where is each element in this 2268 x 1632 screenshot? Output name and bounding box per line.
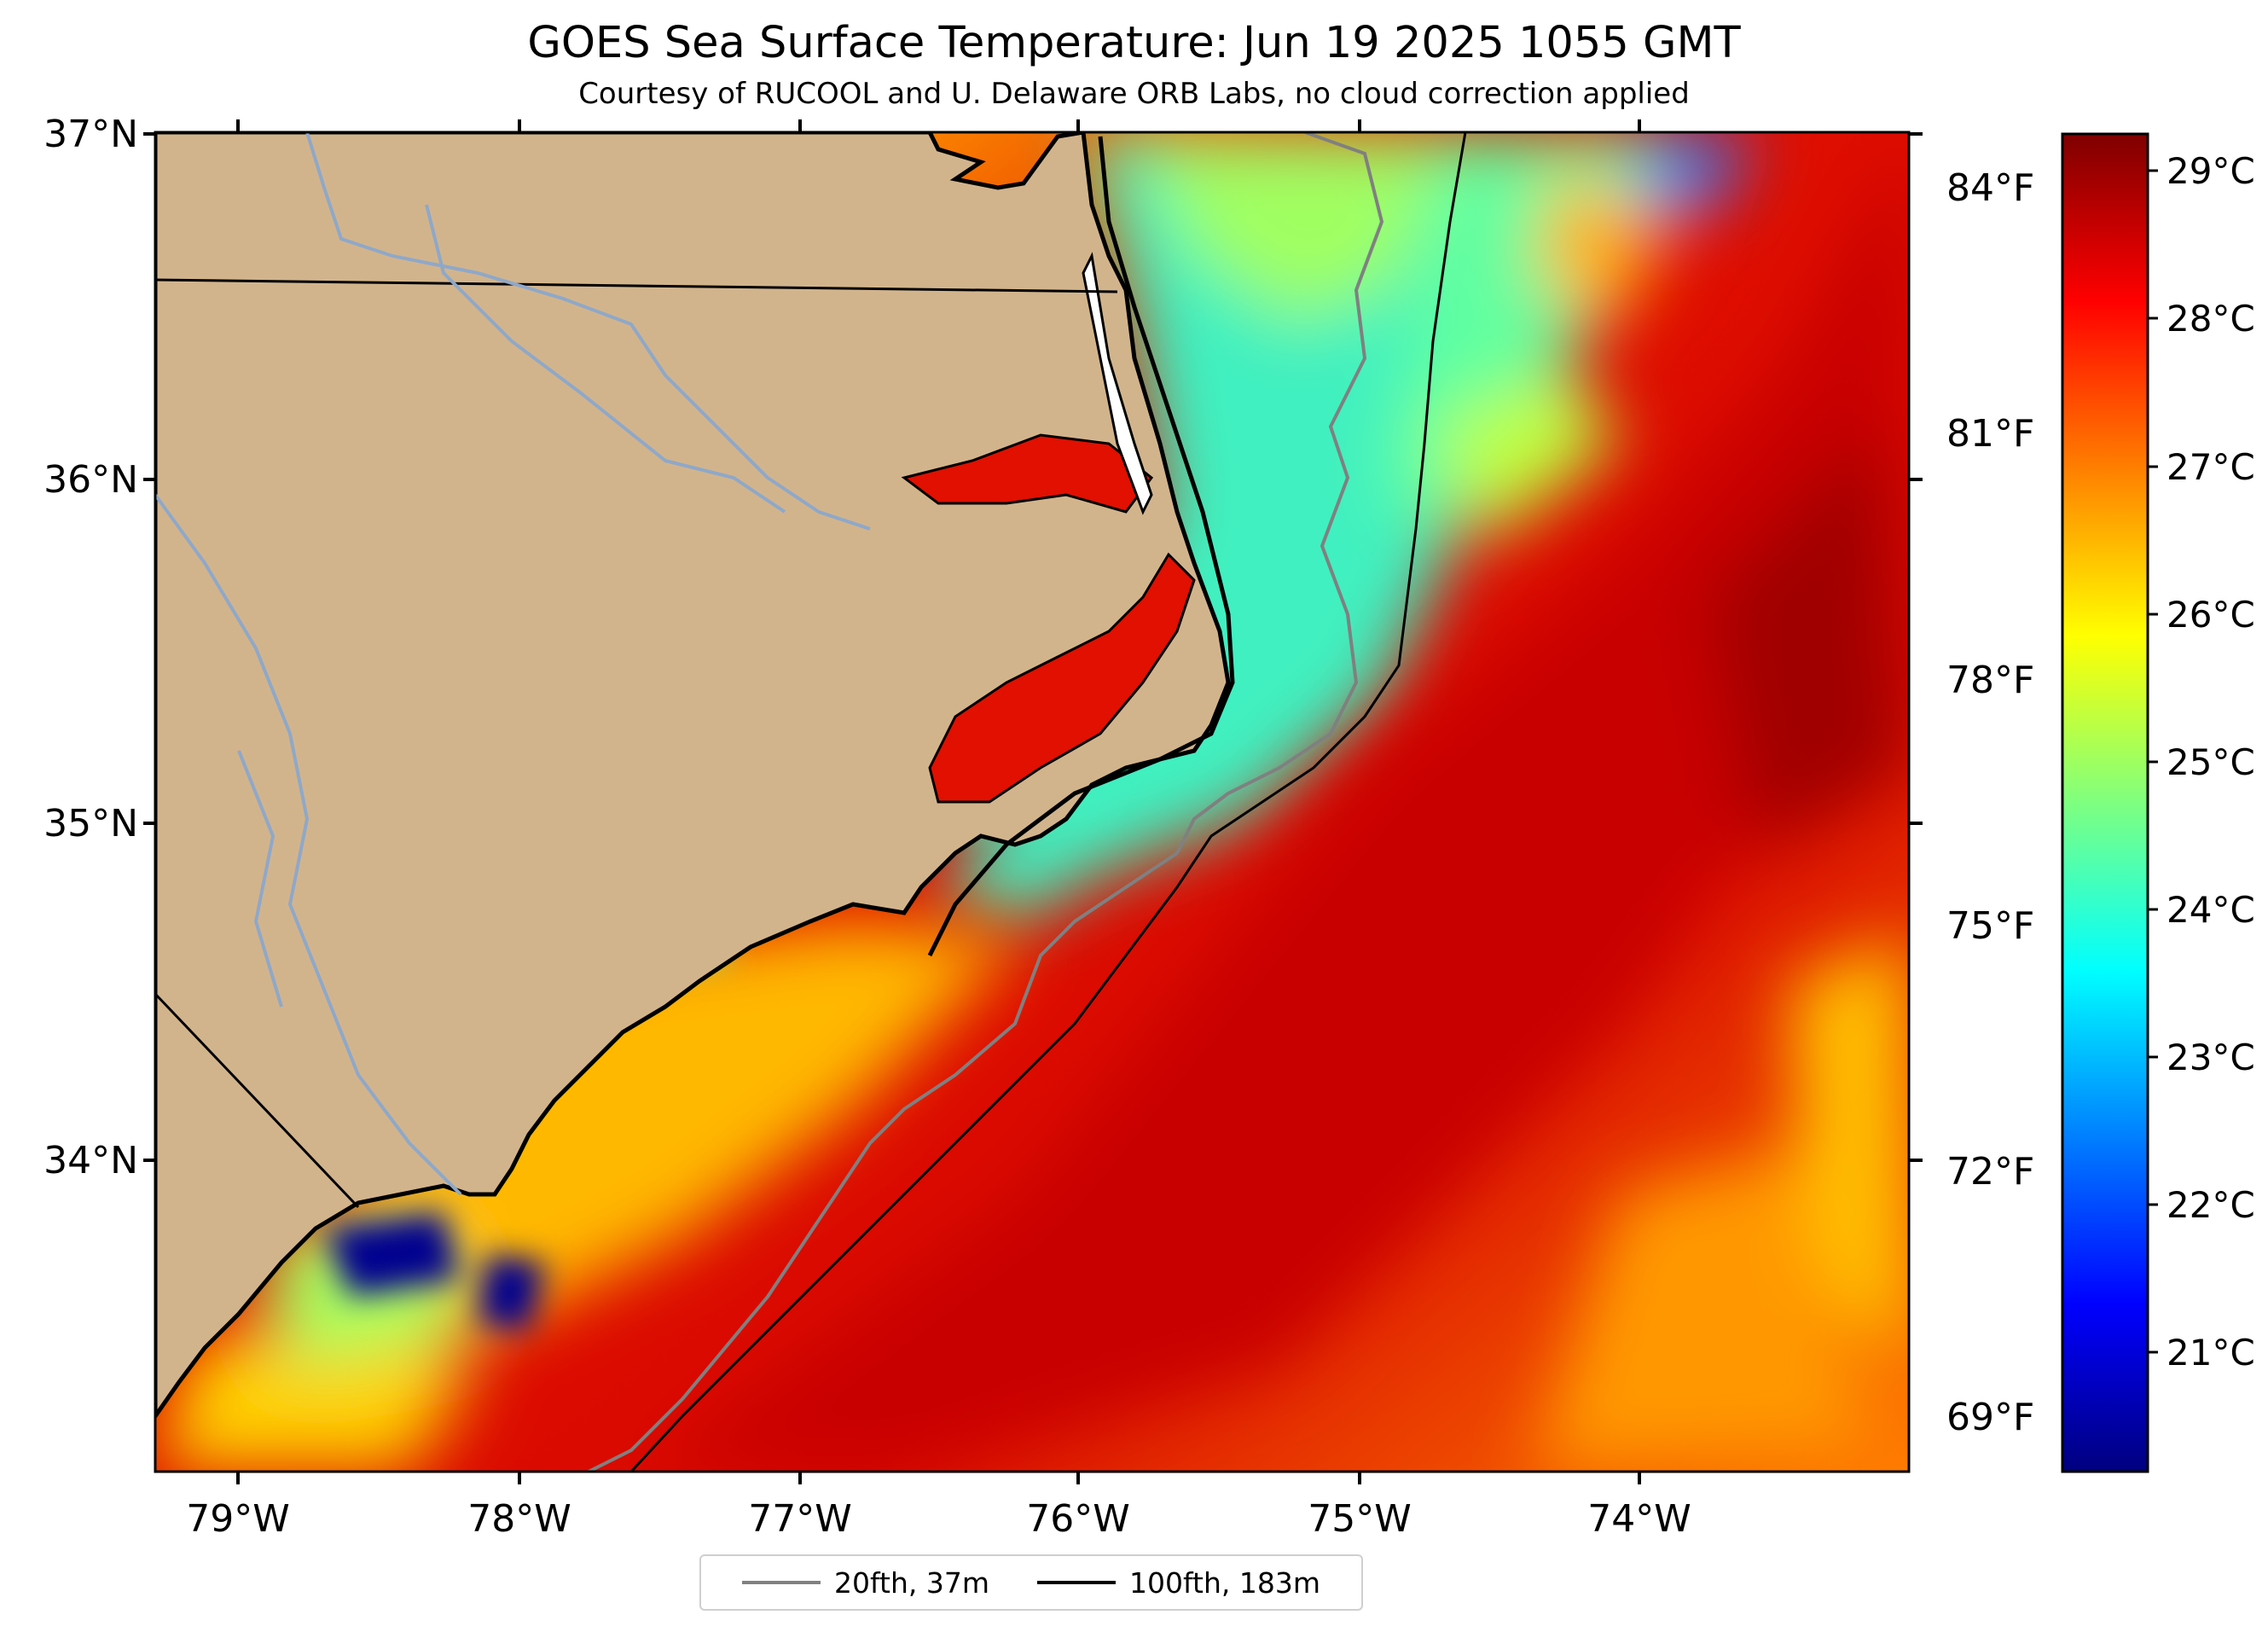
legend-line-gray: [742, 1581, 821, 1584]
currituck-sound: [1082, 252, 1153, 515]
colorbar-label: 24°C: [2166, 889, 2255, 931]
colorbar-ramp: [2061, 132, 2149, 1473]
colorbar-label: 23°C: [2166, 1037, 2255, 1078]
lat-label: 34°N: [44, 1139, 138, 1182]
legend-line-black: [1037, 1581, 1116, 1584]
state-border-va-nc: [155, 278, 1118, 293]
lon-label: 76°W: [1026, 1497, 1130, 1541]
colorbar-label: 27°C: [2166, 446, 2255, 488]
map-subtitle: Courtesy of RUCOOL and U. Delaware ORB L…: [578, 77, 1690, 111]
colorbar-label: 25°C: [2166, 741, 2255, 783]
top-ticks: [236, 119, 1641, 132]
fahrenheit-label: 81°F: [1946, 412, 2034, 456]
lat-label: 35°N: [44, 802, 138, 845]
lon-label: 78°W: [467, 1497, 571, 1541]
fahrenheit-label: 69°F: [1946, 1396, 2034, 1439]
longitude-axis: 79°W 78°W 77°W 76°W 75°W 74°W: [186, 1472, 1691, 1541]
colorbar-label: 21°C: [2166, 1332, 2255, 1374]
colorbar: 29°C 28°C 27°C 26°C 25°C 24°C 23°C 22°C …: [2061, 132, 2255, 1473]
map-area: [155, 132, 1909, 1472]
pamlico-sound: [928, 552, 1196, 804]
lat-label: 36°N: [44, 458, 138, 502]
state-border-nc-sc: [155, 992, 360, 1209]
legend-item-20fth: 20fth, 37m: [742, 1566, 989, 1600]
gulf-stream-core: [648, 136, 1909, 1472]
rivers: [155, 132, 871, 1196]
lon-label: 79°W: [186, 1497, 290, 1541]
colorbar-label: 26°C: [2166, 594, 2255, 636]
land-mass: [155, 132, 1231, 1420]
fahrenheit-label: 75°F: [1946, 904, 2034, 948]
isobath-100fth: [629, 132, 1467, 1472]
fahrenheit-label: 78°F: [1946, 659, 2034, 702]
fahrenheit-axis: 84°F 81°F 78°F 75°F 72°F 69°F: [1909, 132, 2034, 1439]
latitude-axis: 37°N 36°N 35°N 34°N: [44, 113, 155, 1182]
fahrenheit-label: 72°F: [1946, 1150, 2034, 1194]
legend-label: 20fth, 37m: [834, 1565, 989, 1600]
legend-item-100fth: 100fth, 183m: [1037, 1566, 1320, 1600]
fahrenheit-label: 84°F: [1946, 166, 2034, 210]
lon-label: 77°W: [748, 1497, 852, 1541]
isobath-legend: 20fth, 37m 100fth, 183m: [699, 1554, 1363, 1611]
outer-banks: [927, 136, 1235, 957]
map-title: GOES Sea Surface Temperature: Jun 19 202…: [527, 18, 1741, 68]
colorbar-label: 22°C: [2166, 1184, 2255, 1226]
colorbar-label: 29°C: [2166, 150, 2255, 192]
lat-label: 37°N: [44, 113, 138, 156]
lon-label: 74°W: [1587, 1497, 1691, 1541]
map-frame: [154, 131, 1911, 1473]
lon-label: 75°W: [1308, 1497, 1412, 1541]
colorbar-label: 28°C: [2166, 298, 2255, 340]
legend-label: 100fth, 183m: [1129, 1565, 1320, 1600]
isobath-20fth: [588, 132, 1384, 1472]
